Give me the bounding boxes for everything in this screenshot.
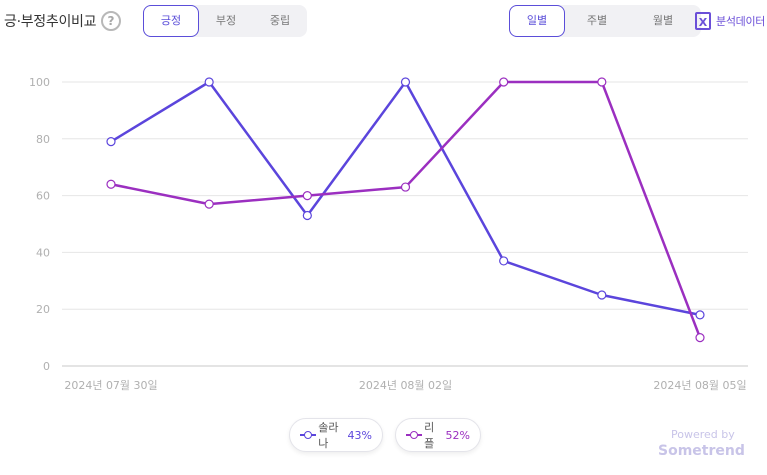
data-point — [204, 77, 214, 87]
x-tick-label: 2024년 08월 02일 — [359, 378, 452, 392]
y-tick-label: 20 — [36, 303, 50, 316]
legend-series-name: 솔라나 — [318, 421, 339, 450]
series-points — [106, 77, 705, 343]
excel-icon: X — [695, 12, 711, 30]
chart-gridlines — [62, 81, 748, 367]
legend-series-share: 52% — [445, 428, 470, 442]
tab-negative[interactable]: 부정 — [215, 14, 237, 27]
series-lines — [110, 80, 702, 339]
tab-weekly[interactable]: 주별 — [586, 14, 608, 27]
brand-logo: Sometrend — [658, 443, 745, 459]
sentiment-toggle: 긍정 부정 중립 — [143, 5, 307, 37]
export-label: 분석데이터 — [716, 15, 766, 28]
series-line — [110, 80, 702, 339]
data-point — [597, 290, 607, 300]
data-point — [695, 310, 705, 320]
powered-by-text: Powered by — [671, 428, 735, 441]
data-point — [499, 256, 509, 266]
legend-series-name: 리플 — [424, 421, 435, 450]
data-point — [106, 137, 116, 147]
period-toggle: 일별 주별 월별 — [509, 5, 701, 37]
ripple-line-swatch — [406, 431, 422, 439]
y-tick-label: 100 — [29, 76, 50, 89]
help-icon[interactable]: ? — [101, 11, 121, 31]
tab-positive[interactable]: 긍정 — [143, 5, 199, 37]
legend-series-share: 43% — [347, 428, 372, 442]
data-point — [597, 77, 607, 87]
y-tick-label: 40 — [36, 246, 50, 259]
x-tick-label: 2024년 07월 30일 — [64, 378, 157, 392]
data-point — [499, 77, 509, 87]
data-point — [400, 182, 411, 192]
tab-neutral[interactable]: 중립 — [269, 14, 291, 27]
data-point — [695, 333, 705, 343]
y-tick-label: 0 — [43, 360, 50, 373]
data-point — [302, 210, 312, 221]
y-axis: 0 20 40 60 80 100 — [29, 76, 50, 373]
y-tick-label: 60 — [36, 190, 50, 203]
legend-item-ripple[interactable]: 리플 52% — [395, 418, 481, 452]
tab-daily[interactable]: 일별 — [509, 5, 565, 37]
legend-item-solana[interactable]: 솔라나 43% — [289, 418, 383, 452]
data-point — [106, 179, 116, 189]
export-data-button[interactable]: X 분석데이터 — [695, 10, 765, 32]
solana-line-swatch — [300, 431, 316, 439]
tab-monthly[interactable]: 월별 — [652, 14, 674, 27]
x-axis: 2024년 07월 30일 2024년 08월 02일 2024년 08월 05일 — [64, 378, 746, 392]
y-tick-label: 80 — [36, 133, 50, 146]
x-tick-label: 2024년 08월 05일 — [653, 378, 746, 392]
data-point — [204, 199, 214, 209]
series-line — [110, 80, 701, 317]
data-point — [302, 191, 312, 201]
data-point — [400, 77, 411, 87]
chart-title: 긍·부정추이비교 — [4, 14, 97, 30]
